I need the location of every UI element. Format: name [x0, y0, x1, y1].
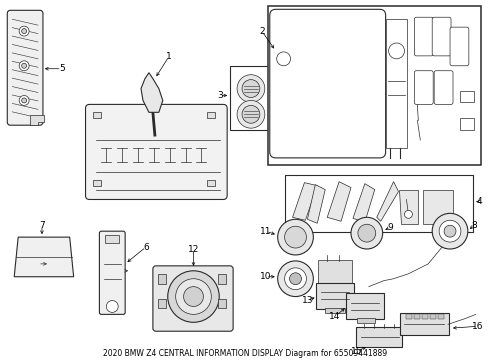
Circle shape: [285, 268, 306, 289]
Text: 14: 14: [329, 312, 341, 321]
Bar: [357, 318, 375, 323]
Circle shape: [439, 220, 461, 242]
Circle shape: [19, 26, 29, 36]
Bar: [325, 309, 345, 314]
FancyBboxPatch shape: [432, 17, 451, 56]
Text: 9: 9: [388, 223, 393, 232]
FancyBboxPatch shape: [86, 104, 227, 199]
Circle shape: [237, 75, 265, 102]
Polygon shape: [141, 73, 163, 112]
Bar: [285, 175, 473, 232]
Circle shape: [290, 273, 301, 285]
FancyBboxPatch shape: [356, 327, 402, 347]
Bar: [230, 66, 272, 130]
Bar: [460, 118, 474, 130]
Circle shape: [277, 52, 291, 66]
Text: 7: 7: [39, 221, 45, 230]
Bar: [158, 298, 166, 309]
FancyBboxPatch shape: [317, 283, 354, 310]
Polygon shape: [327, 182, 351, 221]
Circle shape: [389, 43, 404, 59]
Circle shape: [351, 217, 383, 249]
Circle shape: [404, 210, 413, 218]
Circle shape: [242, 80, 260, 98]
Bar: [94, 180, 101, 186]
Polygon shape: [377, 182, 398, 221]
Bar: [207, 112, 215, 118]
Bar: [386, 19, 408, 148]
Text: 15: 15: [351, 347, 363, 356]
FancyBboxPatch shape: [99, 231, 125, 314]
Bar: [460, 90, 474, 102]
Bar: [406, 314, 413, 319]
Text: 8: 8: [471, 221, 477, 230]
Circle shape: [358, 224, 376, 242]
Circle shape: [278, 261, 313, 297]
Bar: [158, 274, 166, 284]
Circle shape: [168, 271, 219, 322]
Bar: [94, 112, 101, 118]
Text: 6: 6: [143, 243, 149, 252]
Polygon shape: [423, 190, 453, 224]
Circle shape: [237, 100, 265, 128]
Bar: [422, 314, 428, 319]
FancyBboxPatch shape: [450, 27, 469, 66]
FancyBboxPatch shape: [346, 293, 384, 319]
Bar: [218, 298, 226, 309]
FancyBboxPatch shape: [415, 17, 433, 56]
Circle shape: [444, 225, 456, 237]
FancyBboxPatch shape: [153, 266, 233, 331]
Circle shape: [19, 61, 29, 71]
Text: 4: 4: [477, 197, 483, 206]
Circle shape: [432, 213, 468, 249]
Bar: [218, 274, 226, 284]
Text: 5: 5: [59, 64, 65, 73]
FancyBboxPatch shape: [318, 260, 352, 284]
Text: 3: 3: [218, 91, 223, 100]
Text: 1: 1: [166, 52, 171, 61]
Bar: [438, 314, 444, 319]
Text: 13: 13: [302, 296, 313, 305]
Bar: [207, 180, 215, 186]
Circle shape: [176, 279, 211, 314]
Polygon shape: [353, 184, 375, 222]
Circle shape: [22, 29, 26, 33]
Polygon shape: [398, 190, 418, 224]
Polygon shape: [14, 237, 74, 277]
FancyBboxPatch shape: [399, 314, 449, 335]
Text: 12: 12: [188, 244, 199, 253]
Text: 10: 10: [260, 272, 271, 281]
FancyBboxPatch shape: [7, 10, 43, 125]
Circle shape: [22, 63, 26, 68]
Text: 2: 2: [259, 27, 265, 36]
Circle shape: [19, 95, 29, 105]
Bar: [415, 314, 420, 319]
FancyBboxPatch shape: [415, 71, 433, 104]
Text: 16: 16: [472, 322, 484, 331]
Circle shape: [184, 287, 203, 306]
Bar: [430, 314, 436, 319]
Bar: [268, 6, 481, 165]
Polygon shape: [307, 185, 325, 223]
Polygon shape: [293, 183, 318, 220]
Circle shape: [22, 98, 26, 103]
Circle shape: [278, 219, 313, 255]
Polygon shape: [30, 115, 44, 125]
FancyBboxPatch shape: [270, 9, 386, 158]
Bar: [105, 235, 119, 243]
Circle shape: [242, 105, 260, 123]
FancyBboxPatch shape: [434, 71, 453, 104]
Circle shape: [106, 301, 118, 312]
Text: 11: 11: [260, 227, 271, 236]
Text: 2020 BMW Z4 CENTRAL INFORMATION DISPLAY Diagram for 65509441889: 2020 BMW Z4 CENTRAL INFORMATION DISPLAY …: [103, 348, 387, 357]
Circle shape: [285, 226, 306, 248]
